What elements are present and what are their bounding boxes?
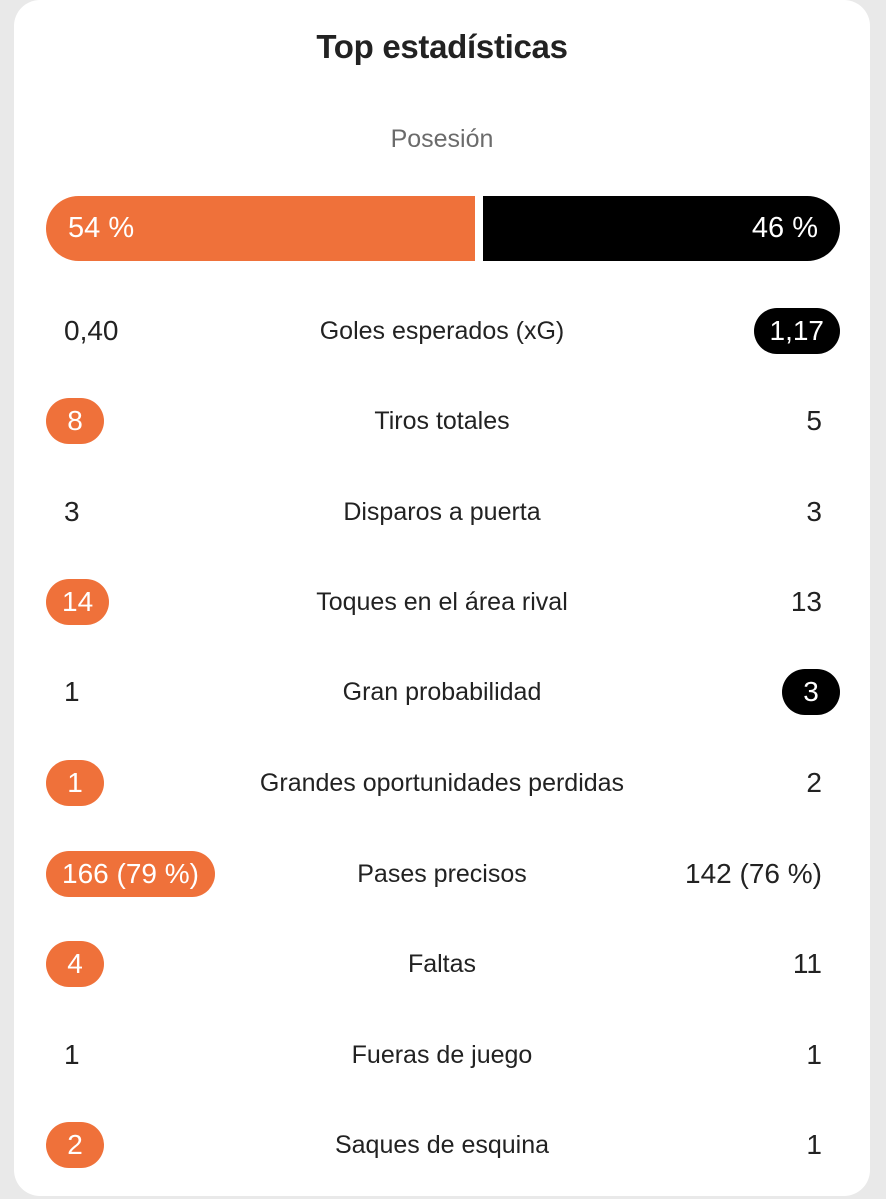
possession-label: Posesión [390, 125, 494, 153]
away-value: 3 [782, 669, 840, 715]
stat-label: Tiros totales [374, 407, 510, 435]
possession-home-segment: 54 % [46, 196, 475, 261]
away-value: 142 (76 %) [685, 858, 822, 889]
stat-row-big-chances-missed: 1 Grandes oportunidades perdidas 2 [14, 760, 870, 806]
away-value: 13 [790, 586, 822, 617]
stat-label: Fueras de juego [351, 1041, 533, 1069]
stat-label: Disparos a puerta [343, 498, 541, 526]
away-value: 2 [806, 767, 822, 798]
stats-card: Top estadísticas Posesión 54 % 46 % 0,40… [14, 0, 870, 1196]
home-value: 3 [64, 496, 80, 527]
stat-label: Toques en el área rival [316, 588, 568, 616]
stat-row-total-shots: 8 Tiros totales 5 [14, 398, 870, 444]
stat-label: Goles esperados (xG) [319, 317, 565, 345]
home-value: 2 [46, 1122, 104, 1168]
home-value: 0,40 [64, 315, 119, 346]
home-value: 8 [46, 398, 104, 444]
stat-row-big-chances: 1 Gran probabilidad 3 [14, 669, 870, 715]
card-title: Top estadísticas [316, 28, 568, 65]
stat-label: Gran probabilidad [342, 678, 542, 706]
away-value: 5 [806, 405, 822, 436]
stat-row-accurate-passes: 166 (79 %) Pases precisos 142 (76 %) [14, 851, 870, 897]
stat-row-offsides: 1 Fueras de juego 1 [14, 1032, 870, 1078]
stat-label: Faltas [407, 950, 477, 978]
away-value: 3 [806, 496, 822, 527]
stat-row-xg: 0,40 Goles esperados (xG) 1,17 [14, 308, 870, 354]
stat-label: Saques de esquina [334, 1131, 550, 1159]
away-value: 11 [792, 948, 822, 979]
away-value: 1,17 [753, 308, 840, 354]
home-value: 1 [64, 1039, 80, 1070]
stat-row-touches-box: 14 Toques en el área rival 13 [14, 579, 870, 625]
possession-bar: 54 % 46 % [46, 196, 840, 261]
home-value: 4 [46, 941, 104, 987]
home-value: 1 [46, 760, 104, 806]
home-value: 166 (79 %) [46, 851, 215, 897]
stat-row-corners: 2 Saques de esquina 1 [14, 1122, 870, 1168]
stat-label: Grandes oportunidades perdidas [259, 769, 625, 797]
home-value: 1 [64, 676, 80, 707]
away-value: 1 [806, 1129, 822, 1160]
away-value: 1 [806, 1039, 822, 1070]
stat-label: Pases precisos [357, 860, 527, 888]
possession-divider [475, 196, 483, 261]
home-value: 14 [46, 579, 110, 625]
possession-away-segment: 46 % [483, 196, 840, 261]
stat-row-fouls: 4 Faltas 11 [14, 941, 870, 987]
stat-row-shots-on-target: 3 Disparos a puerta 3 [14, 489, 870, 535]
